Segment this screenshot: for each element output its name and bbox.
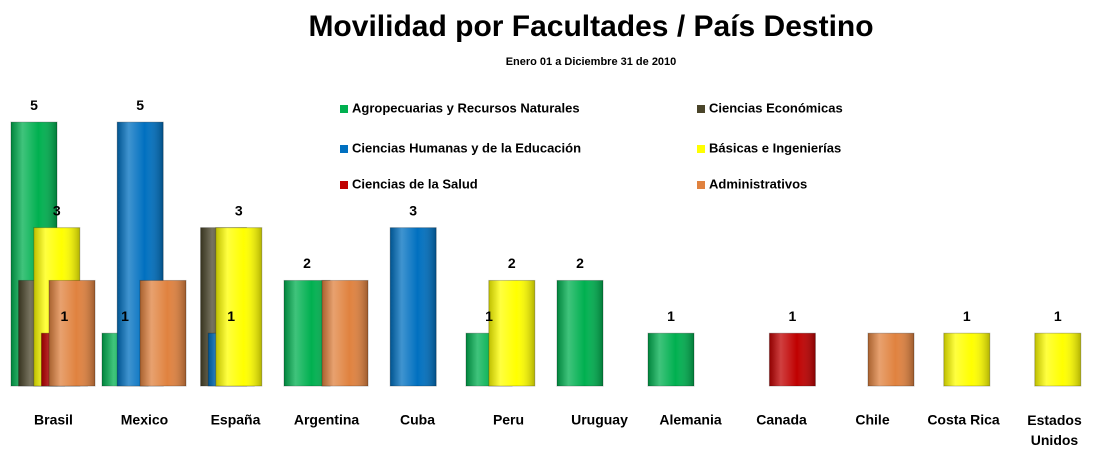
data-label: 1 xyxy=(789,308,797,324)
bar xyxy=(48,279,96,387)
bar xyxy=(488,279,536,387)
x-tick-label: Mexico xyxy=(121,412,168,428)
x-tick-label: Estados Unidos xyxy=(1027,412,1082,448)
legend-label: Administrativos xyxy=(709,176,807,191)
legend-swatch xyxy=(340,145,348,153)
x-tick-label-line: Unidos xyxy=(1031,432,1079,448)
legend-swatch xyxy=(340,181,348,189)
data-label: 5 xyxy=(30,97,38,113)
x-tick-label: España xyxy=(211,412,261,428)
legend-label: Ciencias de la Salud xyxy=(352,176,478,191)
bar xyxy=(321,279,369,387)
data-label: 2 xyxy=(508,255,516,271)
x-tick-label: Argentina xyxy=(294,412,360,428)
data-label: 3 xyxy=(53,202,61,218)
x-tick-label: Chile xyxy=(855,412,889,428)
legend-label: Ciencias Humanas y de la Educación xyxy=(352,140,581,155)
bar xyxy=(867,332,915,387)
x-tick-label-line: Estados xyxy=(1027,412,1082,428)
data-label: 5 xyxy=(136,97,144,113)
x-tick-label: Uruguay xyxy=(571,412,628,428)
legend-label: Básicas e Ingenierías xyxy=(709,140,841,155)
chart-title: Movilidad por Facultades / País Destino xyxy=(308,10,873,43)
bar xyxy=(1034,332,1082,387)
data-label: 1 xyxy=(485,308,493,324)
x-tick-label: Alemania xyxy=(659,412,721,428)
legend-swatch xyxy=(697,181,705,189)
bar xyxy=(139,279,187,387)
legend-swatch xyxy=(340,105,348,113)
data-label: 1 xyxy=(667,308,675,324)
x-tick-label: Costa Rica xyxy=(927,412,1000,428)
legend-label: Agropecuarias y Recursos Naturales xyxy=(352,100,580,115)
x-tick-label: Canada xyxy=(756,412,807,428)
data-label: 2 xyxy=(303,255,311,271)
x-tick-label: Peru xyxy=(493,412,524,428)
data-label: 1 xyxy=(61,308,69,324)
bar xyxy=(215,227,263,387)
data-label: 2 xyxy=(576,255,584,271)
data-label: 1 xyxy=(121,308,129,324)
bar xyxy=(389,227,437,387)
legend-swatch xyxy=(697,105,705,113)
bar xyxy=(556,279,604,387)
bar xyxy=(647,332,695,387)
legend-label: Ciencias Económicas xyxy=(709,100,843,115)
x-tick-label: Cuba xyxy=(400,412,435,428)
chart-subtitle: Enero 01 a Diciembre 31 de 2010 xyxy=(506,56,677,68)
data-label: 3 xyxy=(409,202,417,218)
bar xyxy=(943,332,991,387)
data-label: 1 xyxy=(1054,308,1062,324)
data-label: 3 xyxy=(235,202,243,218)
legend-swatch xyxy=(697,145,705,153)
data-label: 1 xyxy=(963,308,971,324)
bar xyxy=(768,332,816,387)
x-tick-label: Brasil xyxy=(34,412,73,428)
data-label: 1 xyxy=(227,308,235,324)
